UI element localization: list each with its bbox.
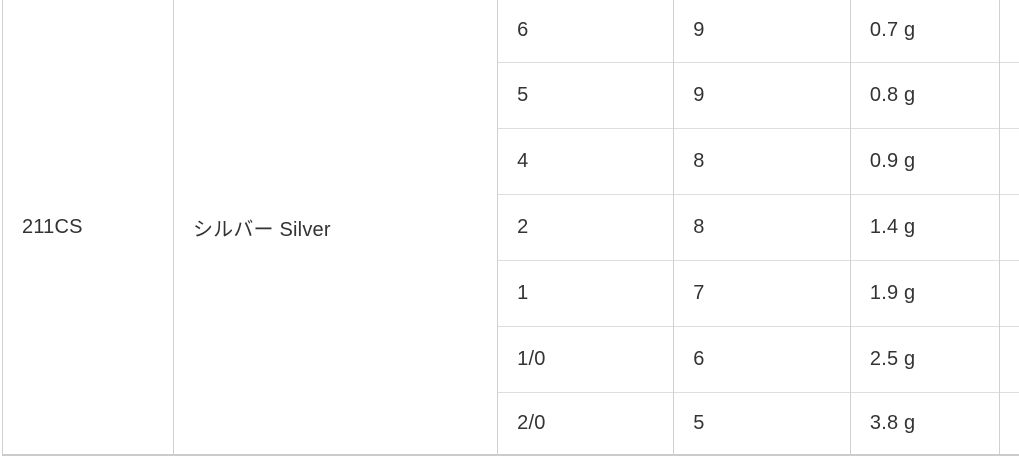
weight-cell: 0.7 g [849,0,1000,62]
size-cell: 1/0 [497,325,674,392]
cut-column-cell [998,259,1019,326]
count-cell: 9 [673,0,851,62]
table-row: 4 8 0.9 g [3,127,1019,194]
size-cell: 5 [497,61,674,128]
cut-column-cell [998,391,1019,455]
count-cell: 9 [673,61,851,128]
size-cell: 2/0 [497,391,674,455]
weight-cell: 0.8 g [849,61,1000,128]
cut-column-cell [998,0,1019,62]
size-cell: 4 [497,127,674,194]
table-row: 1 7 1.9 g [3,259,1019,326]
table-row: 5 9 0.8 g [3,61,1019,128]
weight-cell: 3.8 g [849,391,1000,455]
count-cell: 7 [673,259,851,326]
count-cell: 6 [673,325,851,392]
size-cell: 6 [497,0,674,62]
weight-cell: 1.9 g [849,259,1000,326]
cut-column-cell [998,127,1019,194]
count-cell: 8 [673,127,851,194]
size-cell: 2 [497,193,674,260]
table-row: 2 8 1.4 g [3,193,1019,260]
table-row: 2/0 5 3.8 g [3,391,1019,455]
count-cell: 5 [673,391,851,455]
cut-column-cell [998,193,1019,260]
table-row: 1/0 6 2.5 g [3,325,1019,392]
cut-column-cell [998,61,1019,128]
weight-cell: 0.9 g [849,127,1000,194]
size-cell: 1 [497,259,674,326]
product-color-cell: シルバー Silver [172,0,498,455]
count-cell: 8 [673,193,851,260]
product-code-cell: 211CS [2,0,174,455]
weight-cell: 1.4 g [849,193,1000,260]
weight-cell: 2.5 g [849,325,1000,392]
cut-column-cell [998,325,1019,392]
